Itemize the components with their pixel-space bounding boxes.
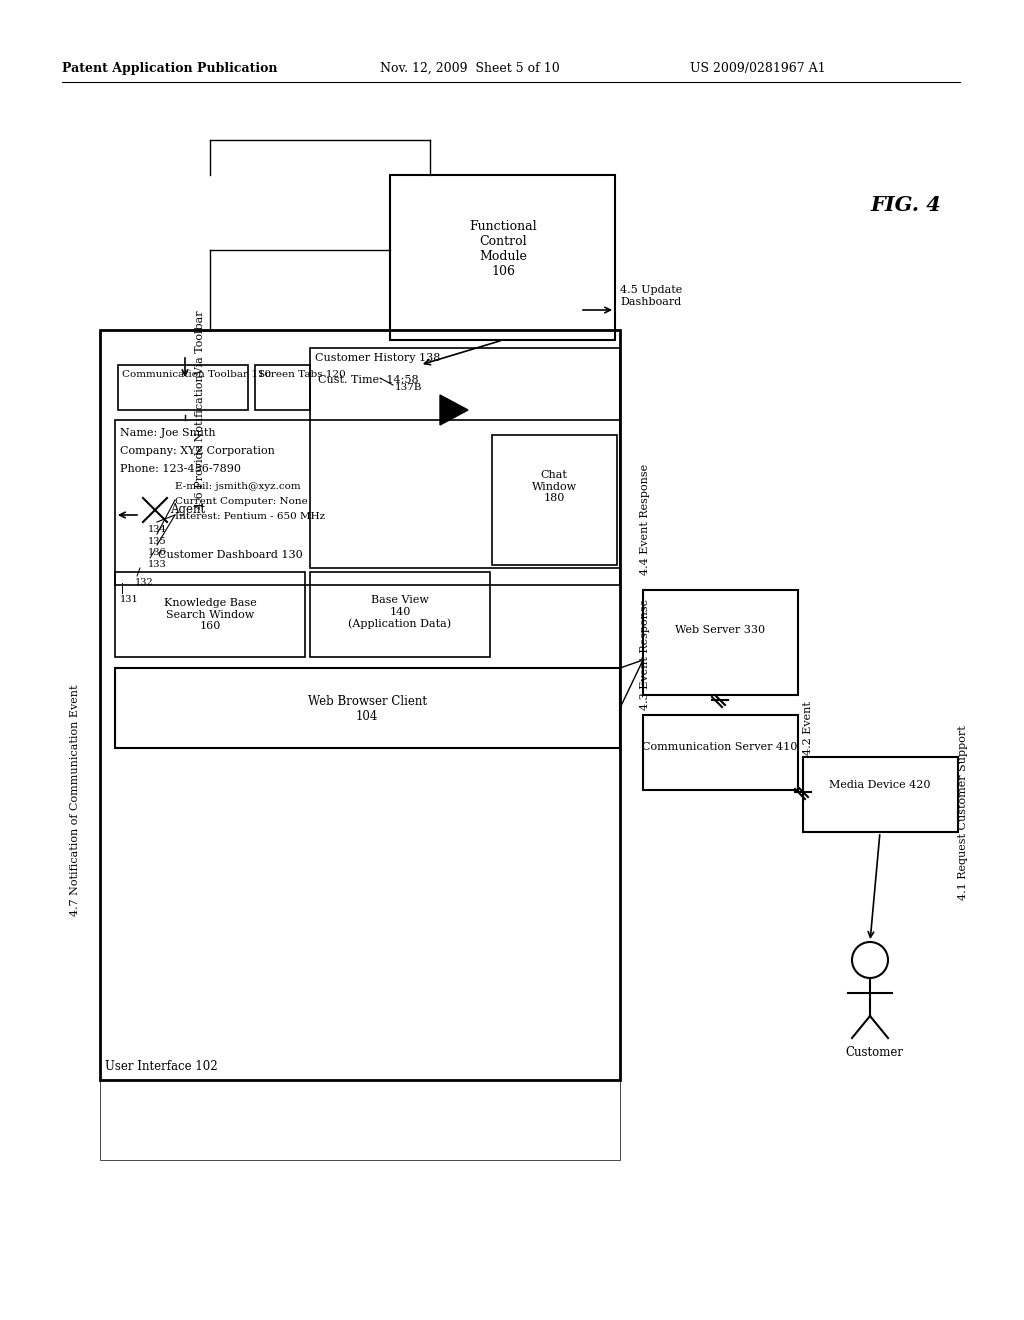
Text: Customer History 138: Customer History 138: [315, 352, 440, 363]
Text: Name: Joe Smith: Name: Joe Smith: [120, 428, 216, 438]
Text: 4.5 Update
Dashboard: 4.5 Update Dashboard: [620, 285, 682, 306]
Text: Base View
140
(Application Data): Base View 140 (Application Data): [348, 595, 452, 628]
Text: US 2009/0281967 A1: US 2009/0281967 A1: [690, 62, 825, 75]
Bar: [100, 330, 620, 1160]
Bar: [115, 668, 620, 748]
Text: Phone: 123-456-7890: Phone: 123-456-7890: [120, 465, 241, 474]
Bar: [803, 756, 958, 832]
Text: Nov. 12, 2009  Sheet 5 of 10: Nov. 12, 2009 Sheet 5 of 10: [380, 62, 560, 75]
Text: 137B: 137B: [395, 383, 423, 392]
Text: 136: 136: [148, 548, 167, 557]
Text: Chat
Window
180: Chat Window 180: [531, 470, 577, 503]
Bar: [118, 366, 248, 411]
Text: Knowledge Base
Search Window
160: Knowledge Base Search Window 160: [164, 598, 256, 631]
Text: Communication Toolbar 110: Communication Toolbar 110: [122, 370, 271, 379]
Bar: [115, 420, 620, 585]
Text: 4.7 Notification of Communication Event: 4.7 Notification of Communication Event: [70, 684, 80, 916]
Bar: [310, 348, 620, 568]
Bar: [100, 330, 620, 1080]
Text: Screen Tabs 120: Screen Tabs 120: [258, 370, 346, 379]
Text: Web Server 330: Web Server 330: [675, 624, 765, 635]
Text: Customer: Customer: [845, 1045, 903, 1059]
Text: Media Device 420: Media Device 420: [829, 780, 931, 789]
Bar: [255, 366, 310, 411]
Text: Patent Application Publication: Patent Application Publication: [62, 62, 278, 75]
Text: 4.1 Request Customer Support: 4.1 Request Customer Support: [958, 725, 968, 900]
Text: Communication Server 410: Communication Server 410: [642, 742, 798, 752]
Text: Web Browser Client
104: Web Browser Client 104: [307, 696, 427, 723]
Text: Customer Dashboard 130: Customer Dashboard 130: [158, 550, 303, 560]
Text: 4.3 Event Response: 4.3 Event Response: [640, 599, 650, 710]
Bar: [643, 590, 798, 696]
Text: Current Computer: None: Current Computer: None: [175, 498, 308, 506]
Text: 4.6 Provide NotificationVia Toolbar: 4.6 Provide NotificationVia Toolbar: [195, 310, 205, 508]
Text: 4.2 Event: 4.2 Event: [803, 701, 813, 755]
Text: Interest: Pentium - 650 MHz: Interest: Pentium - 650 MHz: [175, 512, 326, 521]
Text: 134: 134: [148, 525, 167, 535]
Polygon shape: [440, 395, 468, 425]
Text: Company: XYZ Corporation: Company: XYZ Corporation: [120, 446, 274, 455]
Bar: [492, 436, 617, 565]
Text: 132: 132: [135, 578, 154, 587]
Text: E-mail: jsmith@xyz.com: E-mail: jsmith@xyz.com: [175, 482, 301, 491]
Bar: [643, 715, 798, 789]
Text: 131: 131: [120, 595, 138, 605]
Text: User Interface 102: User Interface 102: [105, 1060, 218, 1073]
Text: Agent: Agent: [170, 503, 205, 516]
Text: FIG. 4: FIG. 4: [870, 195, 941, 215]
Text: 133: 133: [148, 560, 167, 569]
Text: Cust. Time: 14:58: Cust. Time: 14:58: [318, 375, 419, 385]
Text: 4.4 Event Response: 4.4 Event Response: [640, 463, 650, 576]
Bar: [390, 176, 615, 341]
Text: 135: 135: [148, 537, 167, 546]
Bar: [115, 572, 305, 657]
Text: Functional
Control
Module
106: Functional Control Module 106: [469, 220, 537, 279]
Bar: [310, 572, 490, 657]
